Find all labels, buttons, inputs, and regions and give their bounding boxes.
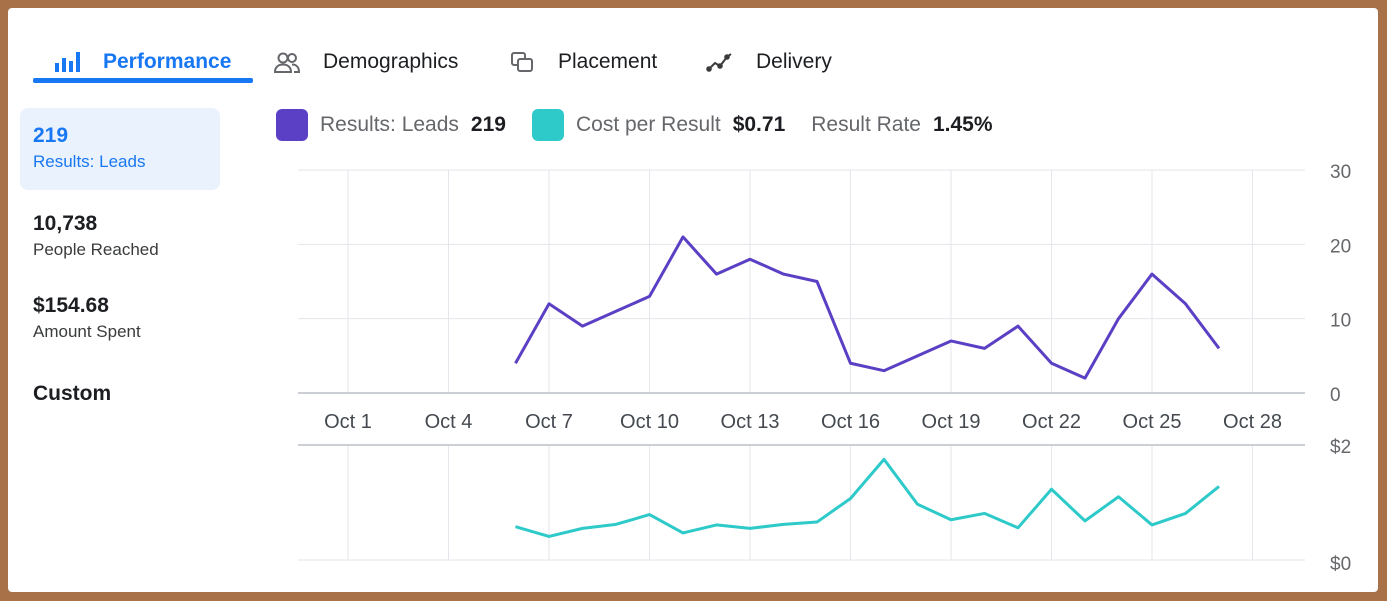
cost-swatch	[531, 109, 564, 141]
metric-results-leads[interactable]: 219 Results: Leads	[20, 108, 220, 190]
people-icon	[273, 48, 301, 76]
metric-value: 219	[33, 124, 69, 147]
cost-series-line	[515, 457, 1220, 538]
metric-label: People Reached	[33, 240, 159, 259]
metric-people-reached[interactable]: 10,738 People Reached	[20, 202, 220, 262]
x-tick-label: Oct 19	[922, 411, 981, 433]
y-tick-label: $2	[1330, 437, 1351, 458]
x-tick-label: Oct 4	[425, 411, 473, 433]
tab-performance[interactable]: Performance	[53, 38, 231, 86]
leads-swatch	[276, 109, 308, 141]
metric-value: $154.68	[33, 294, 109, 317]
metric-custom[interactable]: Custom	[20, 364, 220, 424]
x-tick-label: Oct 1	[324, 411, 372, 433]
y-tick-label: 20	[1330, 236, 1351, 257]
metric-amount-spent[interactable]: $154.68 Amount Spent	[20, 284, 220, 344]
metrics-sidebar: 219 Results: Leads 10,738 People Reached…	[20, 108, 220, 436]
tab-label: Performance	[103, 50, 232, 73]
metric-label: Amount Spent	[33, 322, 141, 341]
y-tick-label: 0	[1330, 385, 1341, 406]
leads-series-line	[514, 235, 1221, 380]
x-tick-label: Oct 10	[620, 411, 679, 433]
delivery-icon	[706, 48, 734, 76]
x-tick-label: Oct 7	[525, 411, 573, 433]
x-tick-label: Oct 13	[721, 411, 780, 433]
x-tick-label: Oct 25	[1123, 411, 1182, 433]
y-tick-label: 10	[1330, 311, 1351, 332]
custom-label: Custom	[33, 382, 112, 405]
ads-insights-panel: Performance Demographics Placement Deliv…	[8, 8, 1378, 592]
x-tick-label: Oct 22	[1022, 411, 1081, 433]
legend-cost-label: Cost per Result	[575, 113, 721, 136]
tab-placement[interactable]: Placement	[508, 38, 657, 86]
legend-results-label: Results: Leads	[320, 113, 459, 136]
x-tick-label: Oct 28	[1223, 411, 1282, 433]
placement-icon	[508, 48, 536, 76]
chart-legend: Results: Leads 219 Cost per Result $0.71…	[276, 108, 1019, 142]
legend-cost-value: $0.71	[732, 113, 786, 136]
y-tick-label: $0	[1330, 554, 1351, 575]
tab-bar: Performance Demographics Placement Deliv…	[8, 8, 1378, 90]
active-tab-indicator	[33, 78, 253, 83]
y-tick-label: 30	[1330, 162, 1351, 183]
metric-value: 10,738	[33, 212, 98, 235]
tab-label: Placement	[558, 50, 658, 73]
tab-delivery[interactable]: Delivery	[706, 38, 832, 86]
tab-label: Delivery	[756, 50, 832, 73]
legend-rate-value: 1.45%	[932, 113, 993, 136]
metric-label: Results: Leads	[33, 152, 146, 171]
x-tick-label: Oct 16	[821, 411, 880, 433]
tab-label: Demographics	[323, 50, 459, 73]
bar-chart-icon	[53, 48, 81, 76]
tab-demographics[interactable]: Demographics	[273, 38, 458, 86]
legend-results-value: 219	[470, 113, 506, 136]
legend-rate-label: Result Rate	[811, 113, 921, 136]
